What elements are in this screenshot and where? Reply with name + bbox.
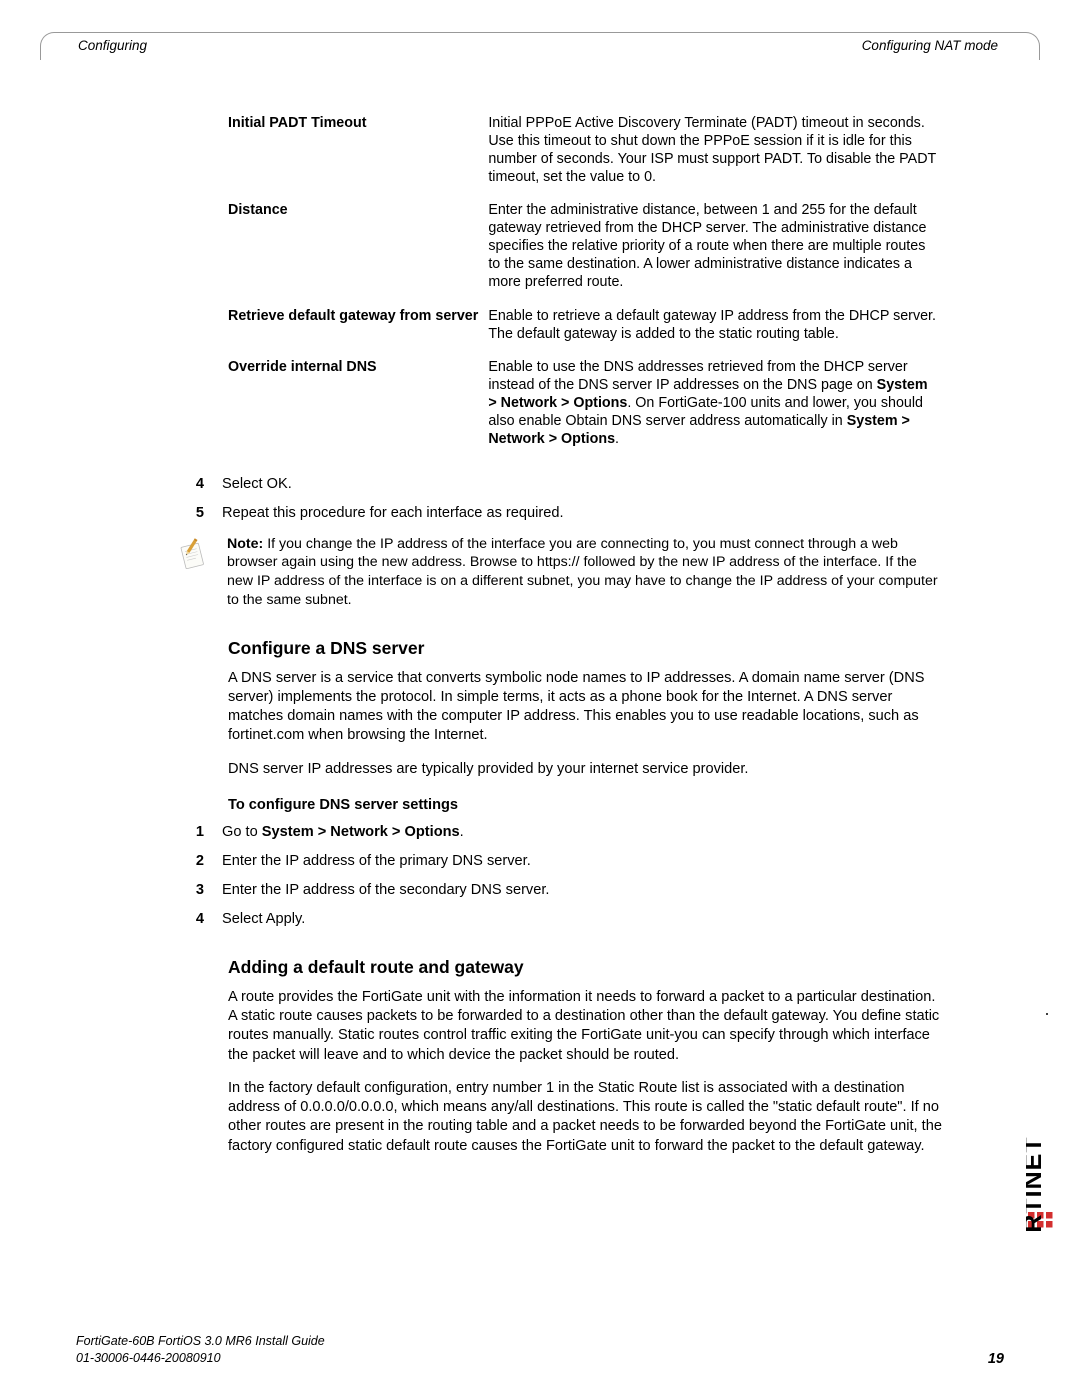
page-top-border xyxy=(40,32,1040,60)
table-row: Override internal DNS Enable to use the … xyxy=(228,355,942,460)
section-heading-route: Adding a default route and gateway xyxy=(228,957,942,978)
table-row: Retrieve default gateway from server Ena… xyxy=(228,304,942,356)
def-desc: Enable to retrieve a default gateway IP … xyxy=(488,304,942,356)
step-list-a: 4 Select OK. 5 Repeat this procedure for… xyxy=(190,475,942,523)
svg-text:F::RTINET: F::RTINET xyxy=(1026,1136,1047,1232)
def-term: Distance xyxy=(228,198,488,303)
step-number: 5 xyxy=(190,504,204,523)
step-number: 3 xyxy=(190,881,204,900)
list-item: 2 Enter the IP address of the primary DN… xyxy=(190,852,942,871)
list-item: 3 Enter the IP address of the secondary … xyxy=(190,881,942,900)
def-desc: Enter the administrative distance, betwe… xyxy=(488,198,942,303)
page-number: 19 xyxy=(988,1351,1004,1367)
list-item: 1 Go to System > Network > Options. xyxy=(190,823,942,842)
paragraph: DNS server IP addresses are typically pr… xyxy=(228,760,942,779)
fortinet-logo: F::RTINET xyxy=(1026,1012,1056,1237)
note-text: Note: If you change the IP address of th… xyxy=(227,535,942,610)
def-term: Initial PADT Timeout xyxy=(228,111,488,198)
step-text: Enter the IP address of the primary DNS … xyxy=(222,852,531,871)
section-heading-dns: Configure a DNS server xyxy=(228,638,942,659)
step-text: Enter the IP address of the secondary DN… xyxy=(222,881,549,900)
definition-table: Initial PADT Timeout Initial PPPoE Activ… xyxy=(228,111,942,461)
def-desc: Initial PPPoE Active Discovery Terminate… xyxy=(488,111,942,198)
paragraph: A DNS server is a service that converts … xyxy=(228,669,942,746)
step-number: 4 xyxy=(190,910,204,929)
table-row: Initial PADT Timeout Initial PPPoE Activ… xyxy=(228,111,942,198)
paragraph: In the factory default configuration, en… xyxy=(228,1079,942,1156)
step-number: 1 xyxy=(190,823,204,842)
def-desc: Enable to use the DNS addresses retrieve… xyxy=(488,355,942,460)
paragraph: A route provides the FortiGate unit with… xyxy=(228,988,942,1065)
step-number: 4 xyxy=(190,475,204,494)
footer-left: FortiGate-60B FortiOS 3.0 MR6 Install Gu… xyxy=(76,1333,325,1367)
page-content: Configuring Configuring NAT mode Initial… xyxy=(0,0,1080,1156)
step-text: Select OK. xyxy=(222,475,292,494)
step-text: Go to System > Network > Options. xyxy=(222,823,464,842)
note-block: Note: If you change the IP address of th… xyxy=(173,535,942,610)
table-row: Distance Enter the administrative distan… xyxy=(228,198,942,303)
footer-guide: FortiGate-60B FortiOS 3.0 MR6 Install Gu… xyxy=(76,1333,325,1350)
note-icon xyxy=(173,535,211,610)
procedure-heading: To configure DNS server settings xyxy=(228,797,942,813)
step-text: Select Apply. xyxy=(222,910,305,929)
footer-docid: 01-30006-0446-20080910 xyxy=(76,1350,325,1367)
list-item: 5 Repeat this procedure for each interfa… xyxy=(190,504,942,523)
def-term: Override internal DNS xyxy=(228,355,488,460)
list-item: 4 Select OK. xyxy=(190,475,942,494)
list-item: 4 Select Apply. xyxy=(190,910,942,929)
step-text: Repeat this procedure for each interface… xyxy=(222,504,564,523)
step-list-b: 1 Go to System > Network > Options. 2 En… xyxy=(190,823,942,929)
step-number: 2 xyxy=(190,852,204,871)
def-term: Retrieve default gateway from server xyxy=(228,304,488,356)
